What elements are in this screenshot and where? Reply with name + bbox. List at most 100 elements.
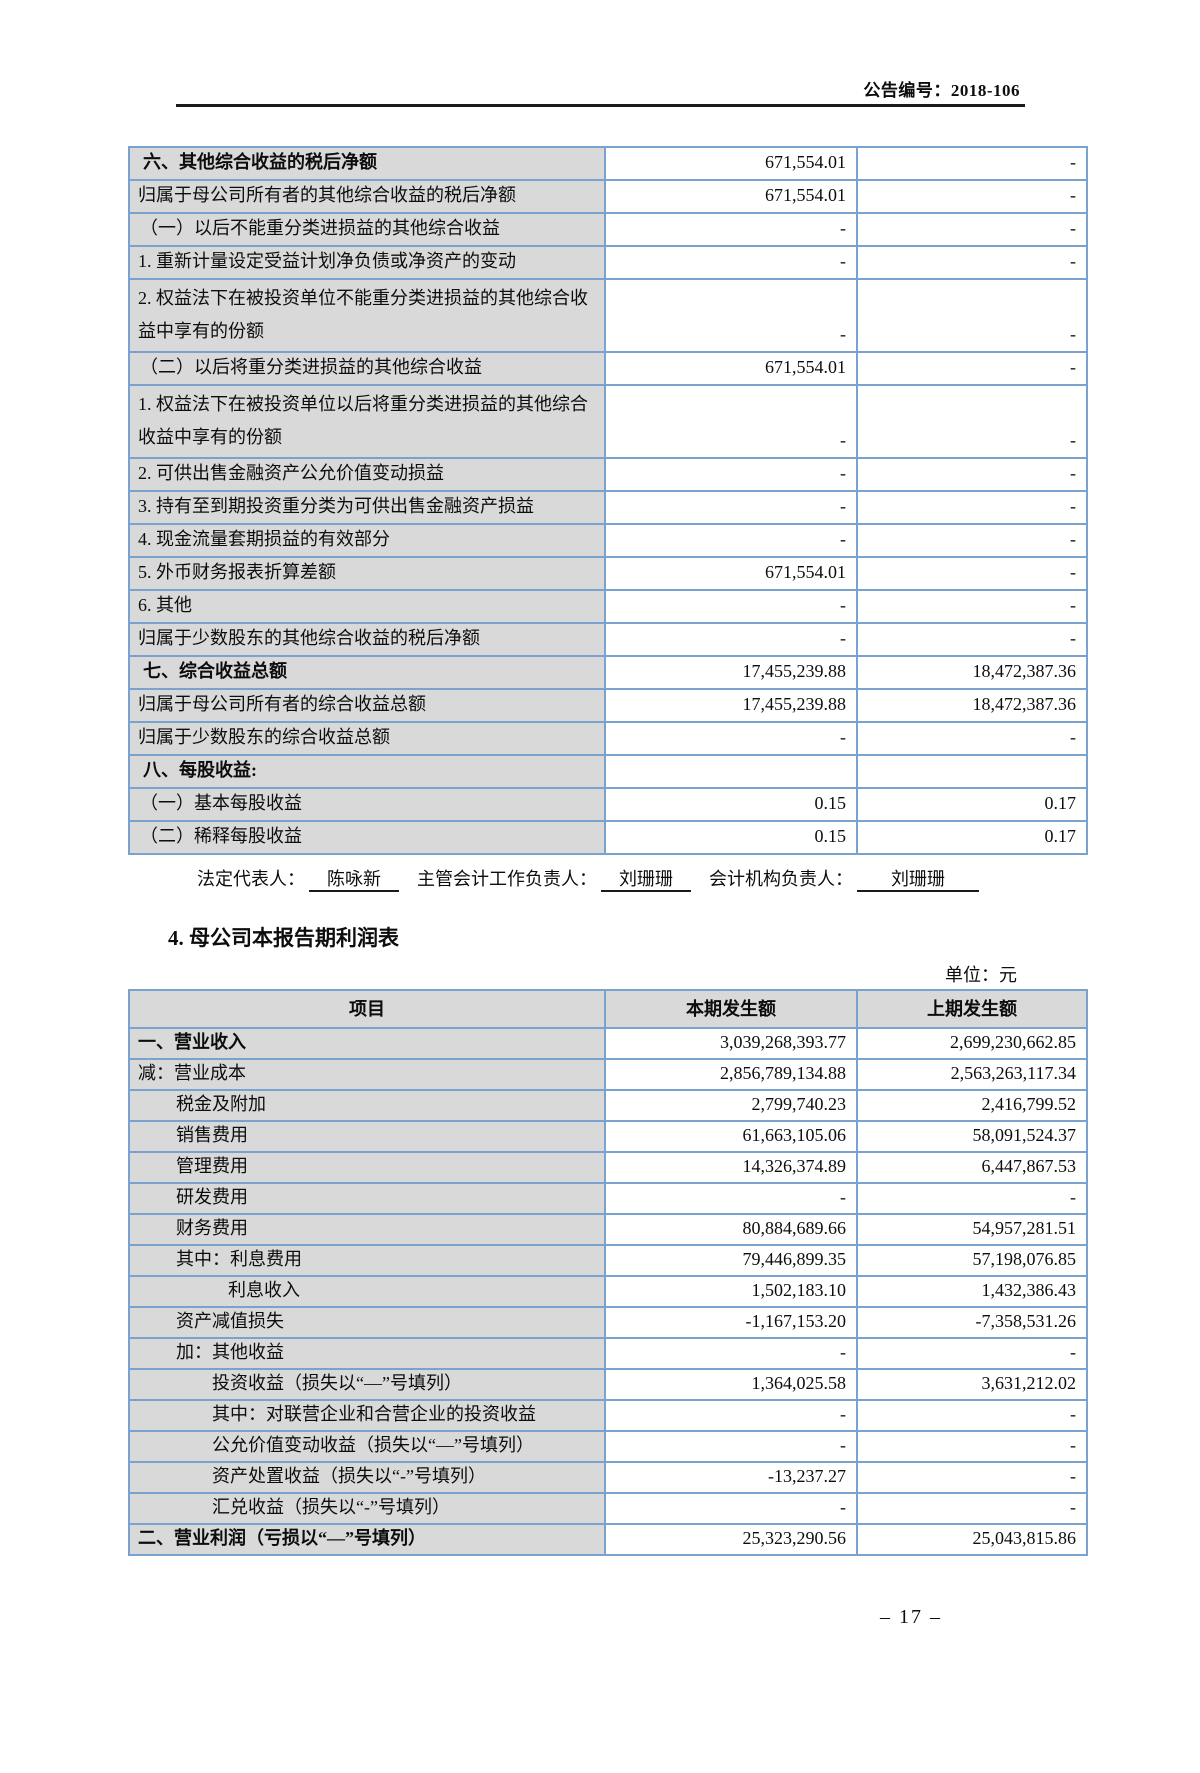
legal-representative-name: 陈咏新 xyxy=(309,866,399,892)
row-value-current: - xyxy=(604,721,858,756)
row-value-current: - xyxy=(604,622,858,657)
row-value-prior: 2,699,230,662.85 xyxy=(856,1027,1088,1060)
table-row: 研发费用 - - xyxy=(128,1182,1088,1215)
row-value-prior: 57,198,076.85 xyxy=(856,1244,1088,1277)
row-value-current: 0.15 xyxy=(604,787,858,822)
row-value-current: 2,856,789,134.88 xyxy=(604,1058,858,1091)
row-label: 研发费用 xyxy=(128,1182,606,1215)
row-value-prior: 54,957,281.51 xyxy=(856,1213,1088,1246)
column-header-current: 本期发生额 xyxy=(604,989,858,1029)
row-label: 3. 持有至到期投资重分类为可供出售金融资产损益 xyxy=(128,490,606,525)
table-row: 4. 现金流量套期损益的有效部分 - - xyxy=(128,523,1088,558)
row-value-current: - xyxy=(604,245,858,280)
table-row: 投资收益（损失以“—”号填列） 1,364,025.58 3,631,212.02 xyxy=(128,1368,1088,1401)
chief-accountant-name: 刘珊珊 xyxy=(601,866,691,892)
row-value-current: 25,323,290.56 xyxy=(604,1523,858,1556)
row-label: 1. 权益法下在被投资单位以后将重分类进损益的其他综合收益中享有的份额 xyxy=(128,384,606,459)
row-value-prior: 2,563,263,117.34 xyxy=(856,1058,1088,1091)
row-label: 六、其他综合收益的税后净额 xyxy=(128,146,606,181)
table-row: 其中：利息费用 79,446,899.35 57,198,076.85 xyxy=(128,1244,1088,1277)
table-row: 其中：对联营企业和合营企业的投资收益 - - xyxy=(128,1399,1088,1432)
row-value-current: 671,554.01 xyxy=(604,351,858,386)
row-label: 减：营业成本 xyxy=(128,1058,606,1091)
table-row: 归属于少数股东的综合收益总额 - - xyxy=(128,721,1088,756)
row-label: 2. 可供出售金融资产公允价值变动损益 xyxy=(128,457,606,492)
row-value-prior: 2,416,799.52 xyxy=(856,1089,1088,1122)
page: { "colors": { "table_border": "#79a3ce",… xyxy=(0,76,1200,1773)
row-label: 汇兑收益（损失以“-”号填列） xyxy=(128,1492,606,1525)
row-label: 利息收入 xyxy=(128,1275,606,1308)
row-value-prior: 18,472,387.36 xyxy=(856,655,1088,690)
row-value-prior: 0.17 xyxy=(856,787,1088,822)
row-value-current: - xyxy=(604,1337,858,1370)
legal-representative-label: 法定代表人： xyxy=(197,869,305,889)
row-value-prior: - xyxy=(856,721,1088,756)
row-value-current: 671,554.01 xyxy=(604,556,858,591)
row-value-prior: - xyxy=(856,212,1088,247)
table-row: 减：营业成本 2,856,789,134.88 2,563,263,117.34 xyxy=(128,1058,1088,1091)
row-label: 资产处置收益（损失以“-”号填列） xyxy=(128,1461,606,1494)
row-value-prior: 58,091,524.37 xyxy=(856,1120,1088,1153)
row-label: 6. 其他 xyxy=(128,589,606,624)
row-value-current: 2,799,740.23 xyxy=(604,1089,858,1122)
table-row: 八、每股收益: xyxy=(128,754,1088,789)
table-row: （二）以后将重分类进损益的其他综合收益 671,554.01- xyxy=(128,351,1088,386)
table-row: 六、其他综合收益的税后净额 671,554.01- xyxy=(128,146,1088,181)
row-value-prior: - xyxy=(856,1430,1088,1463)
signature-line: 法定代表人： 陈咏新 主管会计工作负责人： 刘珊珊 会计机构负责人： 刘珊珊 xyxy=(197,866,1200,892)
row-value-current: - xyxy=(604,384,858,459)
row-value-prior: 1,432,386.43 xyxy=(856,1275,1088,1308)
row-value-current: 80,884,689.66 xyxy=(604,1213,858,1246)
row-value-current xyxy=(604,754,858,789)
row-value-current: -13,237.27 xyxy=(604,1461,858,1494)
row-value-current: -1,167,153.20 xyxy=(604,1306,858,1339)
row-label: 归属于母公司所有者的其他综合收益的税后净额 xyxy=(128,179,606,214)
row-value-prior: - xyxy=(856,278,1088,353)
row-label: 七、综合收益总额 xyxy=(128,655,606,690)
chief-accountant-label: 主管会计工作负责人： xyxy=(417,869,597,889)
table-row: 加：其他收益 - - xyxy=(128,1337,1088,1370)
column-header-item: 项目 xyxy=(128,989,606,1029)
row-value-prior: 0.17 xyxy=(856,820,1088,855)
table-row: 资产处置收益（损失以“-”号填列） -13,237.27- xyxy=(128,1461,1088,1494)
page-number: – 17 – xyxy=(880,1606,942,1628)
section-title: 4. 母公司本报告期利润表 xyxy=(168,926,399,950)
row-value-prior: - xyxy=(856,1461,1088,1494)
table-row: （二）稀释每股收益 0.15 0.17 xyxy=(128,820,1088,855)
row-label: 销售费用 xyxy=(128,1120,606,1153)
table-row: 一、营业收入 3,039,268,393.77 2,699,230,662.85 xyxy=(128,1027,1088,1060)
table-row: 税金及附加 2,799,740.23 2,416,799.52 xyxy=(128,1089,1088,1122)
row-value-current: - xyxy=(604,1430,858,1463)
table-row: （一）以后不能重分类进损益的其他综合收益 - - xyxy=(128,212,1088,247)
row-value-current: 1,502,183.10 xyxy=(604,1275,858,1308)
row-label: （二）以后将重分类进损益的其他综合收益 xyxy=(128,351,606,386)
row-value-current: - xyxy=(604,589,858,624)
table-row: 汇兑收益（损失以“-”号填列） - - xyxy=(128,1492,1088,1525)
table-row: 5. 外币财务报表折算差额 671,554.01- xyxy=(128,556,1088,591)
row-label: 其中：利息费用 xyxy=(128,1244,606,1277)
table-row: 归属于母公司所有者的其他综合收益的税后净额 671,554.01- xyxy=(128,179,1088,214)
row-value-prior: - xyxy=(856,245,1088,280)
row-value-current: 671,554.01 xyxy=(604,179,858,214)
table-row: 销售费用 61,663,105.06 58,091,524.37 xyxy=(128,1120,1088,1153)
row-label: 一、营业收入 xyxy=(128,1027,606,1060)
table-row: 二、营业利润（亏损以“—”号填列） 25,323,290.56 25,043,815… xyxy=(128,1523,1088,1556)
table-row: （一）基本每股收益 0.15 0.17 xyxy=(128,787,1088,822)
row-value-current: 0.15 xyxy=(604,820,858,855)
row-label: （一）以后不能重分类进损益的其他综合收益 xyxy=(128,212,606,247)
row-value-current: 79,446,899.35 xyxy=(604,1244,858,1277)
row-value-current: 671,554.01 xyxy=(604,146,858,181)
row-value-current: - xyxy=(604,1182,858,1215)
row-label: 其中：对联营企业和合营企业的投资收益 xyxy=(128,1399,606,1432)
row-value-current: - xyxy=(604,1399,858,1432)
row-label: （一）基本每股收益 xyxy=(128,787,606,822)
row-value-prior: - xyxy=(856,146,1088,181)
doc-number: 公告编号：2018-106 xyxy=(863,81,1020,100)
row-value-current: 17,455,239.88 xyxy=(604,655,858,690)
row-value-prior: - xyxy=(856,589,1088,624)
row-label: 归属于少数股东的综合收益总额 xyxy=(128,721,606,756)
table-row: 财务费用 80,884,689.66 54,957,281.51 xyxy=(128,1213,1088,1246)
row-value-prior: 6,447,867.53 xyxy=(856,1151,1088,1184)
row-value-prior: - xyxy=(856,179,1088,214)
accounting-head-name: 刘珊珊 xyxy=(857,866,979,892)
